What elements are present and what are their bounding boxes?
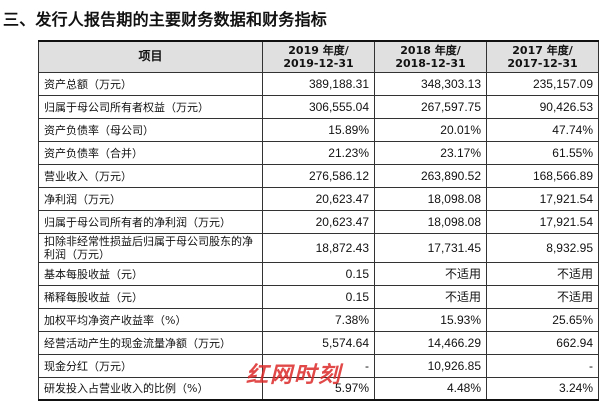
cell-2019: - <box>262 354 375 378</box>
table-row: 稀释每股收益（元） 0.15 不适用 不适用 <box>38 285 599 309</box>
row-label: 现金分红（万元） <box>38 354 263 378</box>
cell-2017: 90,426.53 <box>486 95 599 119</box>
header-2019-date: 2019-12-31 <box>283 56 354 70</box>
table-row: 净利润（万元） 20,623.47 18,098.08 17,921.54 <box>38 187 599 211</box>
cell-2018: 10,926.85 <box>374 354 487 378</box>
row-label: 研发投入占营业收入的比例（%） <box>38 377 263 401</box>
cell-2018: 不适用 <box>374 262 487 286</box>
cell-2018: 14,466.29 <box>374 331 487 355</box>
row-label: 归属于母公司所有者的净利润（万元） <box>38 210 263 234</box>
cell-2019: 20,623.47 <box>262 210 375 234</box>
cell-2017: 17,921.54 <box>486 210 599 234</box>
row-label: 经营活动产生的现金流量净额（万元） <box>38 331 263 355</box>
row-label: 归属于母公司所有者权益（万元） <box>38 95 263 119</box>
section-title: 三、发行人报告期的主要财务数据和财务指标 <box>3 10 328 29</box>
row-label: 稀释每股收益（元） <box>38 285 263 309</box>
cell-2017: 17,921.54 <box>486 187 599 211</box>
cell-2017: 47.74% <box>486 118 599 142</box>
table-row: 资产负债率（母公司） 15.89% 20.01% 47.74% <box>38 118 599 142</box>
table-row: 营业收入（万元） 276,586.12 263,890.52 168,566.8… <box>38 164 599 188</box>
cell-2019: 20,623.47 <box>262 187 375 211</box>
table-header-row: 项目 2019 年度/ 2019-12-31 2018 年度/ 2018-12-… <box>38 40 599 73</box>
table-row: 资产负债率（合并） 21.23% 23.17% 61.55% <box>38 141 599 165</box>
cell-2017: 235,157.09 <box>486 72 599 96</box>
cell-2017: 8,932.95 <box>486 233 599 263</box>
header-2018-year: 2018 年度/ <box>400 43 461 57</box>
header-2017-date: 2017-12-31 <box>507 56 578 70</box>
cell-2019: 7.38% <box>262 308 375 332</box>
row-label: 扣除非经常性损益后归属于母公司股东的净利润（万元） <box>38 233 263 263</box>
cell-2018: 15.93% <box>374 308 487 332</box>
header-item: 项目 <box>38 40 263 73</box>
row-label: 资产负债率（合并） <box>38 141 263 165</box>
table-row: 研发投入占营业收入的比例（%） 5.97% 4.48% 3.24% <box>38 377 599 401</box>
cell-2019: 15.89% <box>262 118 375 142</box>
table-row: 现金分红（万元） - 10,926.85 - <box>38 354 599 378</box>
cell-2018: 不适用 <box>374 285 487 309</box>
cell-2017: 61.55% <box>486 141 599 165</box>
row-label: 资产负债率（母公司） <box>38 118 263 142</box>
row-label: 基本每股收益（元） <box>38 262 263 286</box>
header-2019-year: 2019 年度/ <box>288 43 349 57</box>
financial-data-table: 项目 2019 年度/ 2019-12-31 2018 年度/ 2018-12-… <box>38 40 599 401</box>
table-row: 加权平均净资产收益率（%） 7.38% 15.93% 25.65% <box>38 308 599 332</box>
cell-2017: 168,566.89 <box>486 164 599 188</box>
cell-2018: 18,098.08 <box>374 210 487 234</box>
header-2019: 2019 年度/ 2019-12-31 <box>262 40 375 73</box>
cell-2017: 662.94 <box>486 331 599 355</box>
table-row: 扣除非经常性损益后归属于母公司股东的净利润（万元） 18,872.43 17,7… <box>38 233 599 263</box>
cell-2017: 3.24% <box>486 377 599 401</box>
cell-2017: 不适用 <box>486 285 599 309</box>
table-row: 经营活动产生的现金流量净额（万元） 5,574.64 14,466.29 662… <box>38 331 599 355</box>
cell-2018: 4.48% <box>374 377 487 401</box>
cell-2019: 306,555.04 <box>262 95 375 119</box>
row-label: 资产总额（万元） <box>38 72 263 96</box>
cell-2019: 0.15 <box>262 285 375 309</box>
cell-2019: 5,574.64 <box>262 331 375 355</box>
cell-2017: 不适用 <box>486 262 599 286</box>
row-label: 营业收入（万元） <box>38 164 263 188</box>
cell-2019: 0.15 <box>262 262 375 286</box>
cell-2018: 17,731.45 <box>374 233 487 263</box>
cell-2019: 276,586.12 <box>262 164 375 188</box>
cell-2018: 267,597.75 <box>374 95 487 119</box>
cell-2018: 348,303.13 <box>374 72 487 96</box>
cell-2019: 21.23% <box>262 141 375 165</box>
table-row: 基本每股收益（元） 0.15 不适用 不适用 <box>38 262 599 286</box>
cell-2017: 25.65% <box>486 308 599 332</box>
header-2017: 2017 年度/ 2017-12-31 <box>486 40 599 73</box>
cell-2017: - <box>486 354 599 378</box>
cell-2019: 18,872.43 <box>262 233 375 263</box>
cell-2018: 23.17% <box>374 141 487 165</box>
cell-2018: 18,098.08 <box>374 187 487 211</box>
header-2017-year: 2017 年度/ <box>512 43 573 57</box>
header-2018-date: 2018-12-31 <box>395 56 466 70</box>
cell-2019: 389,188.31 <box>262 72 375 96</box>
cell-2018: 20.01% <box>374 118 487 142</box>
row-label: 加权平均净资产收益率（%） <box>38 308 263 332</box>
table-row: 资产总额（万元） 389,188.31 348,303.13 235,157.0… <box>38 72 599 96</box>
cell-2019: 5.97% <box>262 377 375 401</box>
table-row: 归属于母公司所有者权益（万元） 306,555.04 267,597.75 90… <box>38 95 599 119</box>
row-label: 净利润（万元） <box>38 187 263 211</box>
table-row: 归属于母公司所有者的净利润（万元） 20,623.47 18,098.08 17… <box>38 210 599 234</box>
header-2018: 2018 年度/ 2018-12-31 <box>374 40 487 73</box>
cell-2018: 263,890.52 <box>374 164 487 188</box>
